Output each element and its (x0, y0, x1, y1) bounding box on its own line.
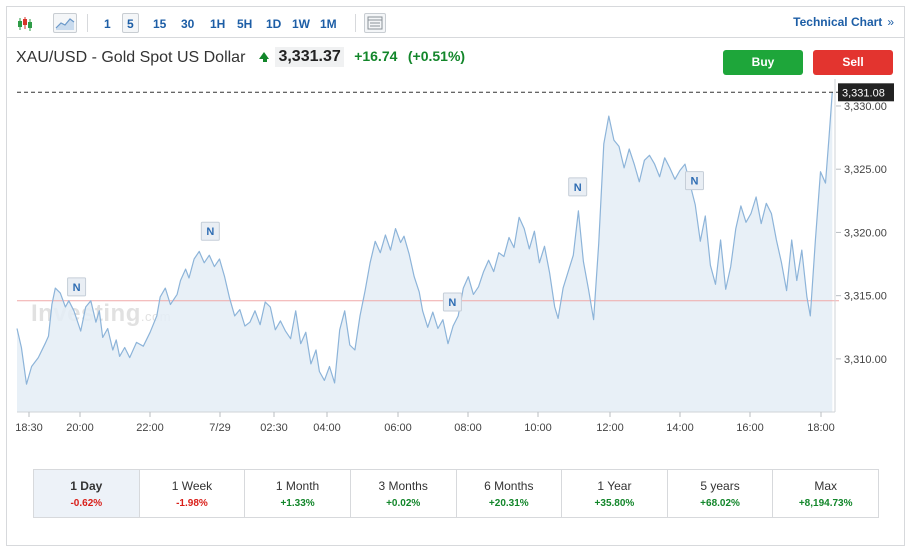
current-price-label: 3,331.08 (842, 87, 885, 99)
news-marker-label: N (691, 176, 699, 188)
news-marker (684, 171, 704, 191)
timeframe-15[interactable]: 15 (153, 17, 167, 31)
chart-toolbar: 1 5 15 30 1H 5H 1D 1W 1M Technical Chart » (7, 7, 904, 38)
x-tick-label: 20:00 (66, 422, 94, 434)
news-marker-label: N (448, 297, 456, 309)
x-tick-label: 14:00 (666, 422, 694, 434)
period-change: +8,194.73% (798, 498, 853, 509)
technical-chart-link[interactable]: Technical Chart » (793, 15, 894, 29)
chart-widget: 1 5 15 30 1H 5H 1D 1W 1M Technical Chart » XAU/US… (6, 6, 905, 546)
x-tick-label: 18:00 (807, 422, 835, 434)
period-change: -1.98% (176, 498, 208, 509)
up-arrow-stem (263, 58, 267, 62)
instrument-name: XAU/USD - Gold Spot US Dollar (16, 49, 246, 66)
period-1-week[interactable]: 1 Week -1.98% (140, 470, 246, 517)
timeframe-5[interactable]: 5 (122, 13, 139, 33)
buy-button[interactable]: Buy (723, 50, 803, 75)
news-marker (442, 292, 462, 312)
news-marker-label: N (73, 282, 81, 294)
y-tick-label: 3,310.00 (844, 354, 887, 366)
last-price: 3,331.37 (275, 47, 344, 67)
y-tick-label: 3,315.00 (844, 291, 887, 303)
x-tick-label: 06:00 (384, 422, 412, 434)
period-label: 3 Months (378, 479, 428, 493)
period-1-day[interactable]: 1 Day -0.62% (34, 470, 140, 517)
news-marker (568, 177, 588, 197)
period-label: 1 Day (70, 479, 103, 493)
period-label: 1 Month (275, 479, 320, 493)
period-6-months[interactable]: 6 Months +20.31% (457, 470, 563, 517)
period-5-years[interactable]: 5 years +68.02% (668, 470, 774, 517)
timeframe-5h[interactable]: 5H (237, 17, 253, 31)
period-1-year[interactable]: 1 Year +35.80% (562, 470, 668, 517)
period-label: 1 Week (171, 479, 213, 493)
x-tick-label: 02:30 (260, 422, 288, 434)
area-chart-icon[interactable] (53, 13, 77, 33)
period-change: +1.33% (280, 498, 315, 509)
toolbar-divider (355, 14, 356, 32)
period-change: +68.02% (700, 498, 740, 509)
news-marker-label: N (574, 182, 582, 194)
indicators-icon[interactable] (364, 13, 386, 33)
news-marker (67, 277, 87, 297)
y-tick-label: 3,330.00 (844, 101, 887, 113)
news-marker (200, 221, 220, 241)
x-tick-label: 7/29 (209, 422, 230, 434)
current-price-tag (838, 83, 894, 102)
x-tick-label: 12:00 (596, 422, 624, 434)
sell-button[interactable]: Sell (813, 50, 893, 75)
price-change-percent: (+0.51%) (407, 48, 466, 64)
performance-periods: 1 Day -0.62% 1 Week -1.98% 1 Month +1.33% 3 Mo… (33, 469, 879, 518)
period-max[interactable]: Max +8,194.73% (773, 470, 878, 517)
timeframe-1h[interactable]: 1H (210, 17, 226, 31)
period-label: 6 Months (484, 479, 534, 493)
period-label: 1 Year (597, 479, 632, 493)
double-chevron-right-icon: » (887, 15, 894, 29)
period-change: +20.31% (488, 498, 529, 509)
x-tick-label: 18:30 (15, 422, 43, 434)
x-tick-label: 16:00 (736, 422, 764, 434)
timeframe-1[interactable]: 1 (104, 17, 111, 31)
period-1-month[interactable]: 1 Month +1.33% (245, 470, 351, 517)
price-change: +16.74 (354, 48, 398, 64)
candlestick-icon[interactable] (13, 13, 35, 33)
timeframe-1d[interactable]: 1D (266, 17, 282, 31)
price-block: 3,331.37 +16.74 (+0.51%) (259, 47, 465, 67)
news-marker-label: N (206, 226, 214, 238)
period-3-months[interactable]: 3 Months +0.02% (351, 470, 457, 517)
x-tick-label: 22:00 (136, 422, 164, 434)
x-tick-label: 10:00 (524, 422, 552, 434)
x-tick-label: 04:00 (313, 422, 341, 434)
y-tick-label: 3,320.00 (844, 227, 887, 239)
y-tick-label: 3,325.00 (844, 164, 887, 176)
period-change: +35.80% (594, 498, 635, 509)
period-change: +0.02% (386, 498, 421, 509)
price-area (17, 92, 833, 412)
period-change: -0.62% (70, 498, 103, 509)
period-label: Max (814, 479, 838, 493)
timeframe-1m[interactable]: 1M (320, 17, 337, 31)
timeframe-30[interactable]: 30 (181, 17, 195, 31)
toolbar-divider (87, 14, 88, 32)
period-label: 5 years (700, 479, 740, 493)
up-arrow-icon (259, 52, 269, 59)
price-line (16, 92, 833, 385)
price-chart[interactable]: 3,330.00 3,325.00 3,320.00 3,315.00 3,310.00… (7, 7, 904, 447)
timeframe-1w[interactable]: 1W (292, 17, 310, 31)
technical-chart-label: Technical Chart (793, 15, 883, 29)
x-tick-label: 08:00 (454, 422, 482, 434)
